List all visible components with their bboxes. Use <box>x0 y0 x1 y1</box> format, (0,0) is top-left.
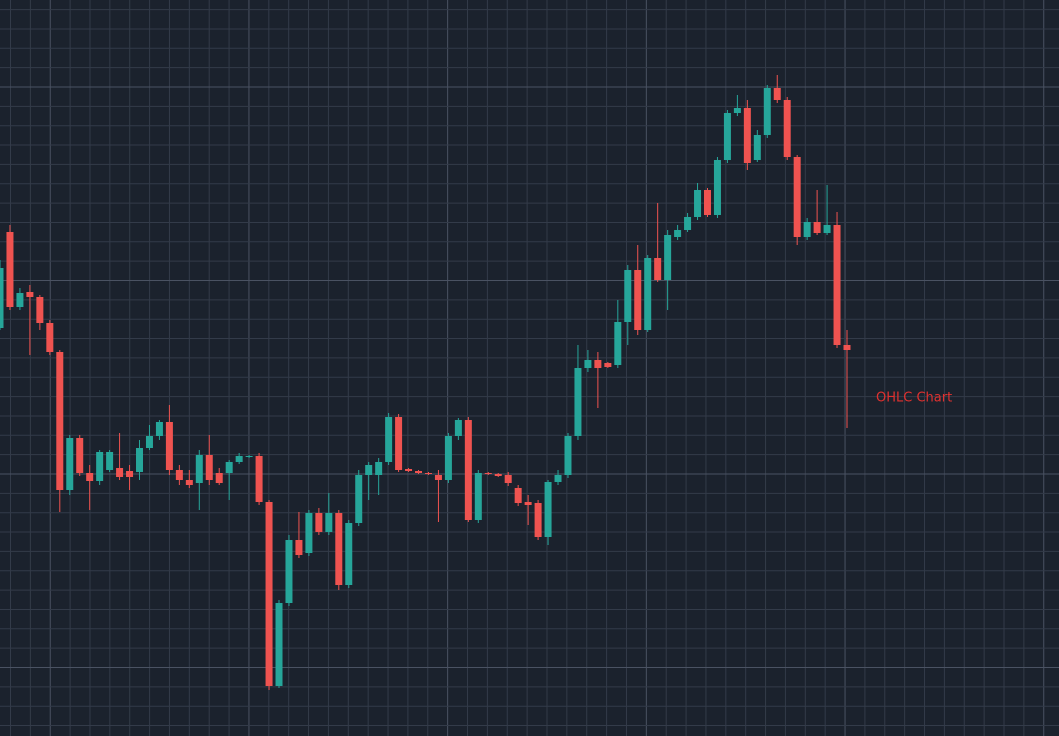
candle-body <box>664 235 672 280</box>
candle-body <box>345 523 353 585</box>
candle-body <box>843 345 851 350</box>
candle-body <box>76 438 84 473</box>
candle-body <box>385 417 393 462</box>
candle-body <box>564 436 572 475</box>
candle-body <box>494 474 502 476</box>
candle-body <box>464 420 472 520</box>
candle-body <box>255 456 263 502</box>
candle-body <box>713 160 721 215</box>
candle-body <box>684 217 692 230</box>
candle-body <box>6 232 14 307</box>
candle-body <box>504 475 512 483</box>
candle-body <box>325 513 333 532</box>
candle-body <box>0 268 4 328</box>
candle-body <box>305 513 313 553</box>
candle-body <box>624 270 632 322</box>
candle-body <box>136 448 144 472</box>
candle-body <box>833 225 841 345</box>
candle-body <box>16 293 24 307</box>
candle-body <box>753 135 761 160</box>
candle-body <box>205 455 213 480</box>
candle-body <box>145 436 153 448</box>
candle-body <box>275 603 283 686</box>
candle-body <box>175 470 183 480</box>
candle-body <box>225 462 233 473</box>
candle-body <box>694 190 702 217</box>
candle-body <box>185 480 193 485</box>
candle-body <box>365 465 373 475</box>
candle-body <box>733 108 741 113</box>
candle-body <box>654 258 662 280</box>
candle-body <box>634 270 642 330</box>
candle-body <box>424 473 432 474</box>
candle-body <box>405 469 413 471</box>
candle-body <box>594 360 602 368</box>
candle-body <box>444 436 452 480</box>
candle-body <box>723 113 731 160</box>
candles <box>0 75 851 690</box>
candle-body <box>474 473 482 520</box>
candle-body <box>415 471 423 473</box>
candle-body <box>773 88 781 100</box>
candle-body <box>46 323 54 352</box>
candle-body <box>126 471 134 477</box>
candle-body <box>644 258 652 330</box>
chart-title: OHLC Chart <box>876 391 952 406</box>
candle-body <box>86 473 94 481</box>
candle-body <box>245 456 253 457</box>
candle-body <box>514 488 522 503</box>
candle-body <box>215 473 223 483</box>
candle-body <box>285 540 293 603</box>
candle-body <box>36 297 44 323</box>
candle-body <box>674 230 682 237</box>
candle-body <box>584 360 592 368</box>
candle-body <box>823 225 831 233</box>
candle-body <box>544 482 552 537</box>
candle-body <box>355 475 363 523</box>
candle-body <box>743 108 751 163</box>
candle-body <box>265 502 273 686</box>
candle-body <box>96 452 104 481</box>
candle-body <box>484 473 492 474</box>
candle-body <box>614 322 622 365</box>
candle-body <box>56 352 64 490</box>
candle-body <box>116 468 124 477</box>
candle-body <box>315 513 323 532</box>
candle-body <box>26 292 34 297</box>
candle-body <box>195 455 203 483</box>
candle-body <box>554 475 562 482</box>
candle-body <box>793 157 801 237</box>
candle-body <box>783 100 791 157</box>
candle-body <box>375 462 383 475</box>
candle-body <box>395 417 403 470</box>
candle-body <box>454 420 462 436</box>
candle-body <box>295 540 303 555</box>
candle-body <box>106 452 114 470</box>
candle-body <box>763 88 771 135</box>
candle-body <box>813 222 821 233</box>
candle-body <box>165 422 173 470</box>
candle-body <box>66 438 74 490</box>
candle-body <box>534 503 542 537</box>
candle-body <box>574 368 582 436</box>
candle-body <box>604 363 612 367</box>
candle-body <box>703 190 711 215</box>
candle-body <box>803 222 811 237</box>
candle-body <box>434 475 442 480</box>
candle-body <box>335 513 343 585</box>
candle-body <box>524 502 532 505</box>
candle-body <box>155 422 163 436</box>
candle-body <box>235 456 243 462</box>
